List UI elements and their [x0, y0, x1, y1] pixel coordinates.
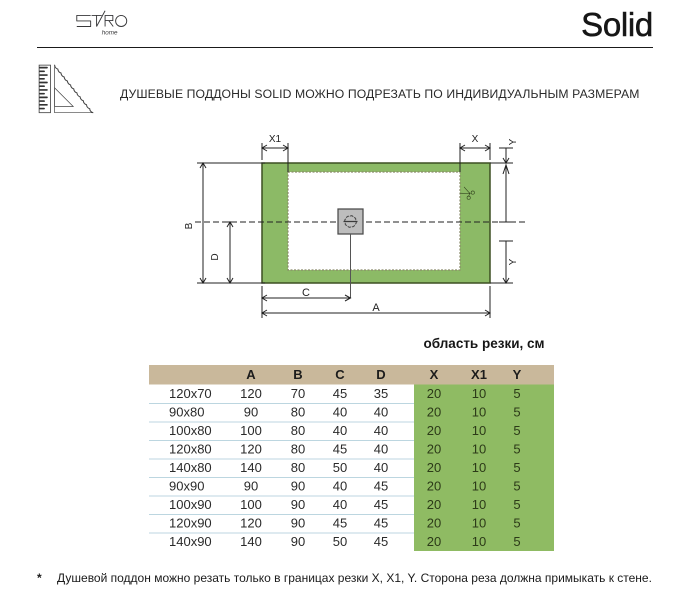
svg-text:10: 10	[472, 386, 486, 401]
svg-text:90: 90	[244, 405, 258, 420]
svg-text:40: 40	[374, 442, 388, 457]
svg-text:5: 5	[513, 405, 520, 420]
svg-text:B: B	[293, 367, 302, 382]
svg-text:40: 40	[374, 405, 388, 420]
svg-text:20: 20	[427, 442, 441, 457]
svg-text:80: 80	[291, 460, 305, 475]
svg-text:40: 40	[374, 460, 388, 475]
svg-text:10: 10	[472, 497, 486, 512]
svg-text:5: 5	[513, 516, 520, 531]
svg-text:80: 80	[291, 442, 305, 457]
svg-text:20: 20	[427, 534, 441, 549]
svg-text:Y: Y	[508, 258, 519, 265]
svg-text:5: 5	[513, 479, 520, 494]
svg-text:D: D	[210, 253, 221, 260]
svg-text:C: C	[302, 287, 310, 299]
svg-text:5: 5	[513, 534, 520, 549]
svg-text:X1: X1	[269, 134, 282, 145]
svg-text:40: 40	[333, 479, 347, 494]
svg-text:45: 45	[333, 516, 347, 531]
svg-text:20: 20	[427, 423, 441, 438]
svg-text:50: 50	[333, 460, 347, 475]
svg-text:90x90: 90x90	[169, 479, 204, 494]
svg-text:45: 45	[333, 386, 347, 401]
svg-text:20: 20	[427, 460, 441, 475]
svg-text:20: 20	[427, 479, 441, 494]
svg-text:Y: Y	[508, 138, 519, 145]
svg-text:50: 50	[333, 534, 347, 549]
svg-text:20: 20	[427, 405, 441, 420]
svg-text:80: 80	[291, 405, 305, 420]
svg-text:C: C	[335, 367, 345, 382]
svg-text:45: 45	[374, 497, 388, 512]
svg-text:90: 90	[291, 497, 305, 512]
svg-text:X: X	[472, 134, 479, 145]
svg-text:120: 120	[240, 386, 262, 401]
svg-text:120x80: 120x80	[169, 442, 212, 457]
svg-text:45: 45	[374, 534, 388, 549]
svg-text:70: 70	[291, 386, 305, 401]
svg-text:40: 40	[333, 423, 347, 438]
svg-text:100x90: 100x90	[169, 497, 212, 512]
svg-text:20: 20	[427, 386, 441, 401]
svg-text:10: 10	[472, 423, 486, 438]
svg-text:35: 35	[374, 386, 388, 401]
svg-text:90x80: 90x80	[169, 405, 204, 420]
svg-text:5: 5	[513, 386, 520, 401]
svg-text:5: 5	[513, 423, 520, 438]
svg-text:10: 10	[472, 534, 486, 549]
svg-text:140: 140	[240, 460, 262, 475]
svg-text:40: 40	[374, 423, 388, 438]
svg-text:100x80: 100x80	[169, 423, 212, 438]
svg-text:45: 45	[333, 442, 347, 457]
svg-text:45: 45	[374, 479, 388, 494]
svg-text:100: 100	[240, 423, 262, 438]
svg-text:Y: Y	[513, 367, 522, 382]
svg-text:B: B	[184, 222, 195, 229]
svg-text:140x80: 140x80	[169, 460, 212, 475]
svg-text:A: A	[246, 367, 256, 382]
svg-text:140x90: 140x90	[169, 534, 212, 549]
svg-text:10: 10	[472, 516, 486, 531]
svg-text:5: 5	[513, 442, 520, 457]
svg-text:X1: X1	[471, 367, 487, 382]
svg-text:120x70: 120x70	[169, 386, 212, 401]
svg-text:40: 40	[333, 497, 347, 512]
svg-text:90: 90	[291, 534, 305, 549]
svg-text:10: 10	[472, 460, 486, 475]
svg-text:120: 120	[240, 442, 262, 457]
svg-text:80: 80	[291, 423, 305, 438]
svg-text:100: 100	[240, 497, 262, 512]
svg-text:10: 10	[472, 405, 486, 420]
svg-text:D: D	[376, 367, 385, 382]
svg-text:20: 20	[427, 516, 441, 531]
svg-text:5: 5	[513, 497, 520, 512]
svg-text:A: A	[372, 302, 380, 314]
svg-text:90: 90	[291, 516, 305, 531]
svg-text:90: 90	[244, 479, 258, 494]
svg-text:40: 40	[333, 405, 347, 420]
svg-text:90: 90	[291, 479, 305, 494]
svg-text:5: 5	[513, 460, 520, 475]
svg-text:120: 120	[240, 516, 262, 531]
svg-text:45: 45	[374, 516, 388, 531]
svg-text:120x90: 120x90	[169, 516, 212, 531]
svg-text:10: 10	[472, 442, 486, 457]
svg-text:X: X	[430, 367, 439, 382]
svg-text:20: 20	[427, 497, 441, 512]
svg-text:140: 140	[240, 534, 262, 549]
svg-text:10: 10	[472, 479, 486, 494]
